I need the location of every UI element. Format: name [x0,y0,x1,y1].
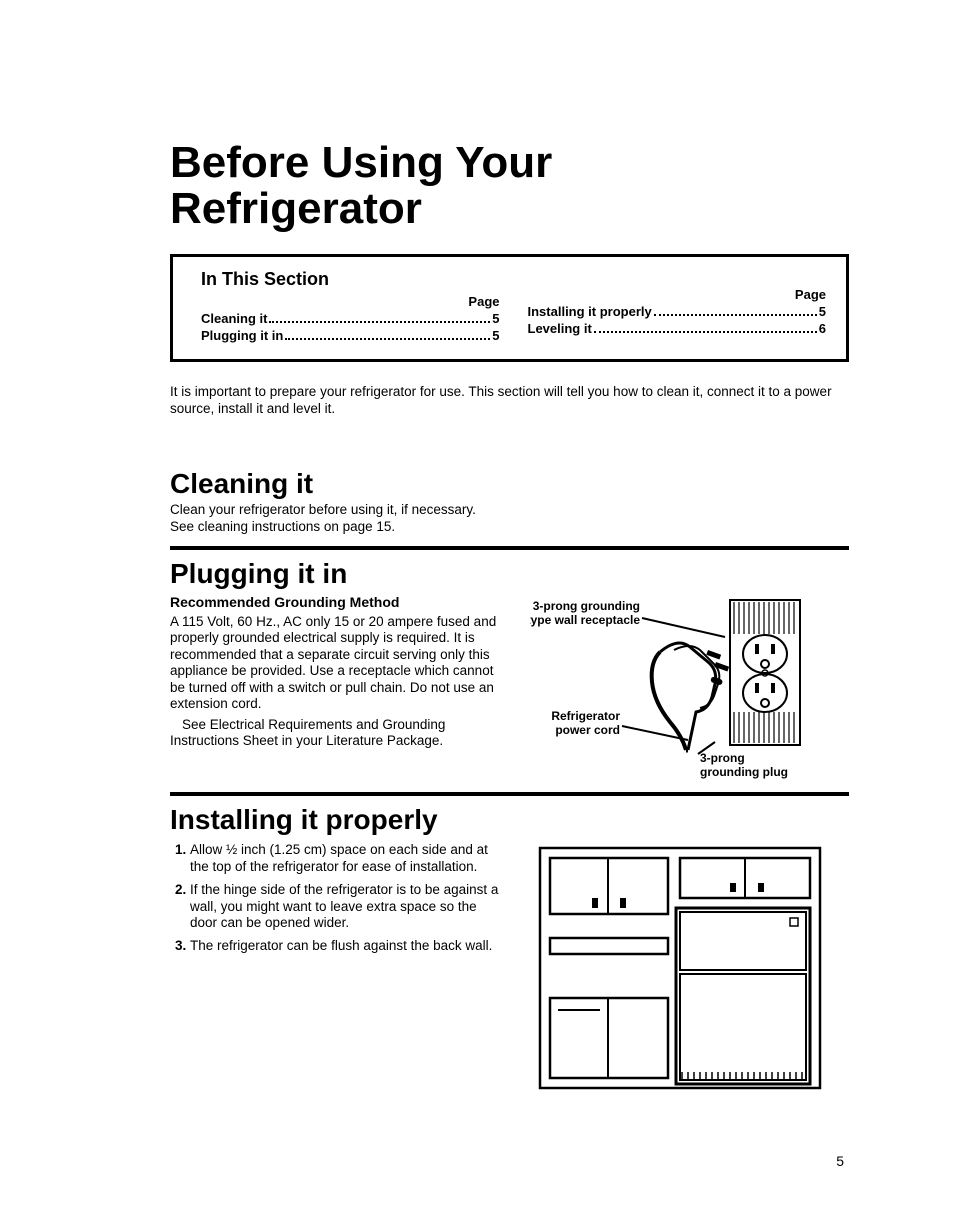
toc-pagenum: 5 [492,328,499,343]
svg-text:power cord: power cord [555,723,620,737]
toc-pagenum: 6 [819,321,826,336]
wall-plate-icon [730,600,800,745]
installing-heading: Installing it properly [170,804,849,836]
toc-row-leveling: Leveling it 6 [528,321,827,336]
outlet-diagram: 3-prong grounding type wall receptacle R… [530,592,849,782]
title-line-1: Before Using Your [170,138,552,187]
toc-row-plugging: Plugging it in 5 [201,328,500,343]
plugging-p2: See Electrical Requirements and Groundin… [170,717,500,750]
toc-label: Plugging it in [201,328,283,343]
toc-box: In This Section Page Cleaning it 5 Plugg… [170,254,849,362]
title-line-2: Refrigerator [170,184,422,233]
kitchen-diagram [530,838,849,1098]
cleaning-body: Clean your refrigerator before using it,… [170,502,500,536]
cord-label-l1: Refrigerator [551,709,620,723]
refrigerator-icon [676,908,810,1084]
plugging-p1: A 115 Volt, 60 Hz., AC only 15 or 20 amp… [170,614,500,713]
plugging-subtitle: Recommended Grounding Method [170,594,500,610]
intro-text: It is important to prepare your refriger… [170,384,849,418]
plugging-heading: Plugging it in [170,558,849,590]
svg-text:3-prong grounding: 3-prong grounding [533,599,640,613]
toc-label: Cleaning it [201,311,267,326]
toc-heading: In This Section [201,269,329,290]
svg-text:grounding plug: grounding plug [700,765,788,779]
toc-dots [269,321,490,323]
toc-pagenum: 5 [819,304,826,319]
page-title: Before Using Your Refrigerator [170,140,849,232]
install-step-3: The refrigerator can be flush against th… [190,938,500,955]
install-step-1: Allow ½ inch (1.25 cm) space on each sid… [190,842,500,876]
svg-text:3-prong: 3-prong [700,751,745,765]
cord-label-l2: power cord [555,723,620,737]
install-step-2: If the hinge side of the refrigerator is… [190,882,500,933]
toc-dots [654,314,817,316]
horizontal-rule [170,546,849,550]
receptacle-label-l1: 3-prong grounding [533,599,640,613]
svg-text:type wall receptacle: type wall receptacle [530,613,640,627]
cleaning-heading: Cleaning it [170,468,849,500]
installing-steps: Allow ½ inch (1.25 cm) space on each sid… [170,842,500,955]
toc-label: Leveling it [528,321,592,336]
toc-row-cleaning: Cleaning it 5 [201,311,500,326]
plug-label-l1: 3-prong [700,751,745,765]
toc-row-installing: Installing it properly 5 [528,304,827,319]
page-number: 5 [836,1153,844,1169]
toc-pagenum: 5 [492,311,499,326]
horizontal-rule [170,792,849,796]
toc-page-label-right: Page [528,287,827,302]
toc-label: Installing it properly [528,304,652,319]
toc-dots [285,338,490,340]
receptacle-label-l2: type wall receptacle [530,613,640,627]
svg-text:Refrigerator: Refrigerator [551,709,620,723]
plugging-body: A 115 Volt, 60 Hz., AC only 15 or 20 amp… [170,614,500,750]
toc-dots [594,331,817,333]
toc-page-label-left: Page [201,294,500,309]
plug-label-l2: grounding plug [700,765,788,779]
